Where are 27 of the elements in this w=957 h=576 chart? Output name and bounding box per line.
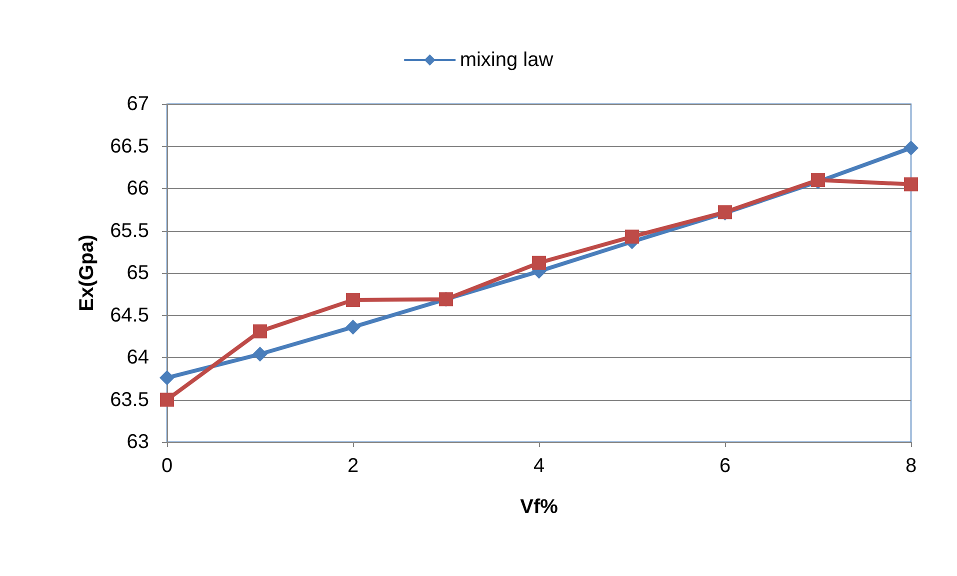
x-tick-label: 6: [719, 455, 731, 477]
y-axis-title: Ex(Gpa): [76, 234, 98, 312]
point: [160, 370, 174, 386]
y-tick-label: 66.5: [110, 135, 149, 158]
y-tick-label: 64: [126, 346, 149, 368]
x-tick-label: 0: [161, 455, 173, 477]
point: [346, 320, 360, 335]
y-tick-label: 64.5: [110, 304, 149, 326]
point: [904, 140, 918, 156]
y-tick-label: 67: [126, 93, 149, 115]
point: [160, 392, 174, 407]
y-tick-label: 66: [126, 178, 149, 200]
legend-label: mixing law: [460, 49, 554, 71]
y-tick-label: 65.5: [110, 220, 149, 242]
point: [904, 177, 918, 192]
point: [625, 230, 639, 244]
x-tick-label: 8: [905, 455, 917, 477]
point: [253, 324, 267, 338]
x-tick-label: 2: [347, 455, 359, 477]
x-tick-label: 4: [533, 455, 545, 477]
point: [252, 346, 268, 362]
point: [346, 293, 360, 308]
y-tick-label: 63: [126, 431, 149, 453]
point: [532, 256, 546, 270]
y-tick-label: 65: [126, 262, 149, 284]
y-tick-label: 63.5: [110, 388, 149, 411]
x-axis-title: Vf%: [520, 496, 558, 518]
